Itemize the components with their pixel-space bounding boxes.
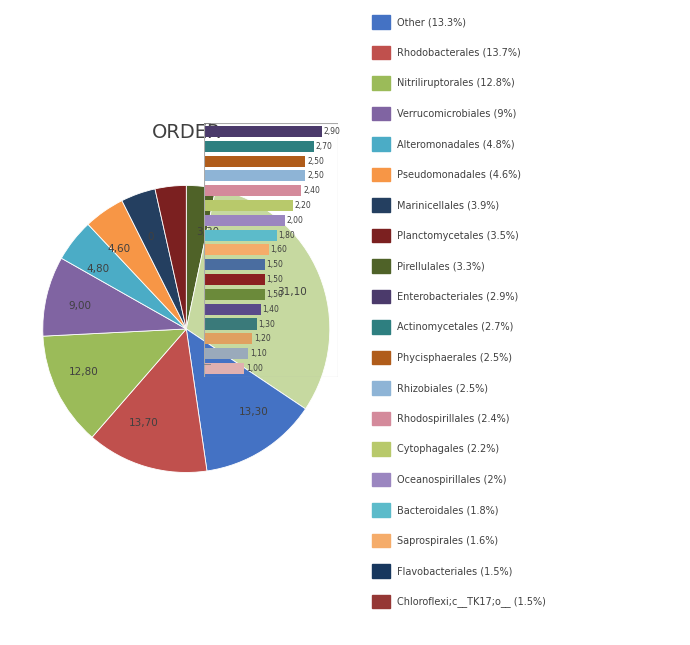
Text: 1,50: 1,50 [266,290,283,299]
Bar [372,564,390,578]
Text: Pseudomonadales (4.6%): Pseudomonadales (4.6%) [397,170,522,180]
Wedge shape [92,329,207,473]
Text: 1,50: 1,50 [266,275,283,284]
Text: Flavobacteriales (1.5%): Flavobacteriales (1.5%) [397,566,513,576]
Bar [372,137,390,151]
Text: 4,80: 4,80 [86,264,110,273]
Text: Oceanospirillales (2%): Oceanospirillales (2%) [397,475,507,484]
Bar [204,333,253,344]
Bar [204,363,244,374]
Text: 2,20: 2,20 [295,201,312,210]
Text: Nitriliruptorales (12.8%): Nitriliruptorales (12.8%) [397,78,515,88]
Text: 4,60: 4,60 [108,244,130,254]
Bar [204,274,265,285]
Bar [372,15,390,29]
Bar [204,289,265,300]
Title: ORDER: ORDER [152,123,221,143]
Bar [204,185,302,196]
Wedge shape [43,329,186,437]
Text: Marinicellales (3.9%): Marinicellales (3.9%) [397,200,500,210]
Text: Alteromonadales (4.8%): Alteromonadales (4.8%) [397,139,515,149]
Text: 1,50: 1,50 [266,260,283,269]
Bar [372,259,390,273]
Bar [372,321,390,334]
Bar [204,155,306,166]
Text: 9,00: 9,00 [68,301,91,312]
Bar [372,290,390,303]
Bar [204,319,257,330]
Wedge shape [88,201,186,329]
Bar [204,200,293,211]
Text: Verrucomicrobiales (9%): Verrucomicrobiales (9%) [397,108,517,119]
Wedge shape [61,224,186,329]
Text: 13,70: 13,70 [129,417,159,428]
Wedge shape [186,185,216,329]
Text: 2,00: 2,00 [287,216,304,225]
Bar [372,351,390,364]
Text: Saprospirales (1.6%): Saprospirales (1.6%) [397,535,499,546]
Bar [372,503,390,517]
Text: 1,00: 1,00 [246,364,263,373]
Bar [372,595,390,608]
Text: Actinomycetales (2.7%): Actinomycetales (2.7%) [397,322,514,332]
Text: Rhodobacterales (13.7%): Rhodobacterales (13.7%) [397,48,521,57]
Text: 1,80: 1,80 [279,231,295,240]
Text: 13,30: 13,30 [238,406,268,417]
Wedge shape [155,185,186,329]
Bar [372,473,390,486]
Bar [372,412,390,426]
Text: 2,40: 2,40 [303,186,320,195]
Text: Chloroflexi;c__TK17;o__ (1.5%): Chloroflexi;c__TK17;o__ (1.5%) [397,596,546,607]
Text: 3,30: 3,30 [197,227,219,237]
Bar [204,215,285,226]
Text: 2,70: 2,70 [315,142,332,151]
Text: 2,50: 2,50 [307,172,324,181]
Text: Rhizobiales (2.5%): Rhizobiales (2.5%) [397,383,489,393]
Bar [204,141,314,152]
Text: 1,60: 1,60 [270,246,287,254]
Bar [204,244,269,255]
Wedge shape [186,329,306,471]
Bar [372,442,390,456]
Text: Planctomycetales (3.5%): Planctomycetales (3.5%) [397,231,519,241]
Text: 1,10: 1,10 [250,349,267,358]
Bar [204,304,261,315]
Text: Rhodospirillales (2.4%): Rhodospirillales (2.4%) [397,413,510,424]
Bar [372,46,390,59]
Text: 31,10: 31,10 [277,287,306,297]
Text: Enterobacteriales (2.9%): Enterobacteriales (2.9%) [397,292,519,302]
Text: Bacteroidales (1.8%): Bacteroidales (1.8%) [397,505,499,515]
Bar [372,381,390,395]
Bar [372,534,390,548]
Text: 1,40: 1,40 [262,304,279,313]
Bar [204,348,248,359]
Text: 1,30: 1,30 [258,319,275,328]
Bar [204,170,306,181]
Text: Other (13.3%): Other (13.3%) [397,17,466,27]
Bar [204,230,277,241]
Bar [372,199,390,212]
Bar [372,229,390,243]
Bar [204,259,265,270]
Bar [372,107,390,121]
Text: 2,90: 2,90 [324,127,340,136]
Text: 2,50: 2,50 [307,157,324,166]
Bar [372,168,390,181]
Text: Cytophagales (2.2%): Cytophagales (2.2%) [397,444,500,454]
Bar [372,76,390,90]
Wedge shape [43,258,186,336]
Wedge shape [186,188,330,409]
Wedge shape [122,189,186,329]
Text: 1,20: 1,20 [254,334,271,343]
Text: 0: 0 [147,232,154,242]
Text: Phycisphaerales (2.5%): Phycisphaerales (2.5%) [397,353,513,362]
Text: 12,80: 12,80 [69,366,99,377]
Bar [204,126,322,137]
Text: Pirellulales (3.3%): Pirellulales (3.3%) [397,261,485,271]
